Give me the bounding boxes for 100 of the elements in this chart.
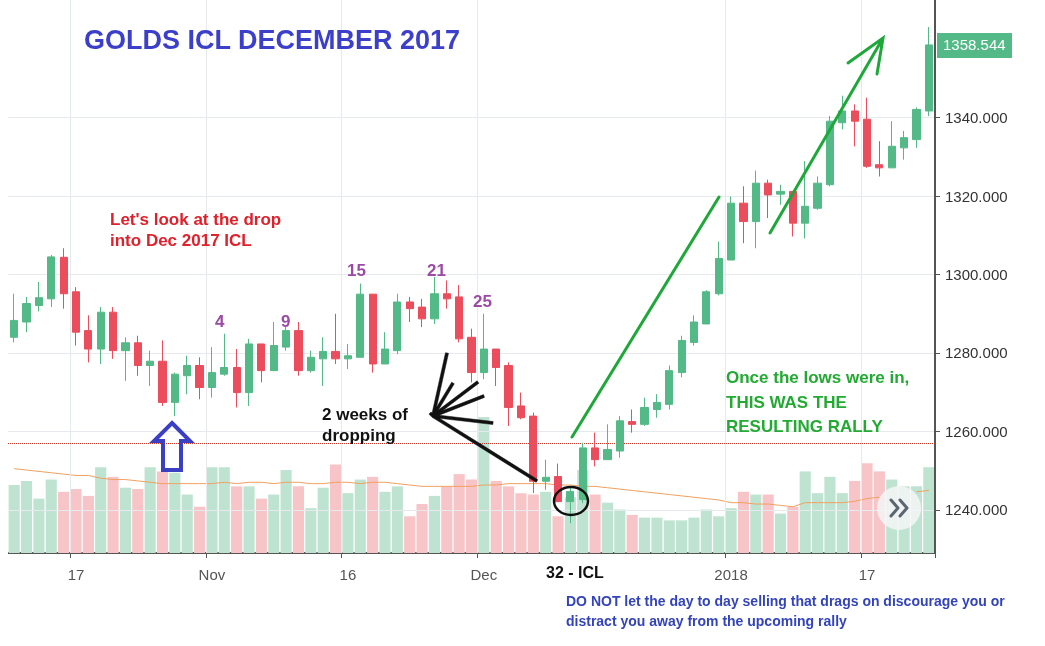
candlestick [158,339,167,407]
candlestick [245,338,253,407]
bar [280,470,292,553]
bar [58,491,70,553]
candlestick [72,286,80,347]
text: 32 - ICL [546,563,604,583]
candlestick [517,392,525,420]
candlestick [195,356,204,400]
candlestick [319,336,327,387]
candlestick [616,415,624,459]
candlestick [900,130,908,161]
bar [626,514,638,553]
candlestick [257,343,265,383]
candlestick [121,336,130,382]
bar [441,486,453,553]
candlestick [47,254,55,308]
candlestick [653,393,661,419]
candlestick [84,314,92,363]
y-tick-label: 1340.000 [945,109,1008,127]
bar [589,494,601,553]
candlestick [294,321,303,377]
bar [329,464,342,553]
candlestick [715,241,723,296]
x-tick-label: 17 [67,566,85,583]
y-tick-label: 1300.000 [945,266,1008,284]
bar [292,486,305,553]
candlestick [591,432,599,467]
annotation: 2 weeks of dropping [322,404,409,447]
bar [750,494,762,553]
candlestick [492,348,500,387]
candlestick [344,343,352,370]
bar [428,495,440,553]
candlestick [665,365,673,410]
bar [107,476,119,553]
candlestick [171,372,179,417]
candlestick [529,412,537,494]
candlestick [430,276,439,325]
candlestick [393,293,401,355]
candlestick [863,97,871,169]
candlestick [146,350,154,387]
text: 1358.544 [937,32,1012,58]
candlestick [369,293,377,374]
candlestick [467,328,476,383]
candlestick [233,348,241,408]
y-tick-label: 1240.000 [945,501,1008,519]
bar [169,472,181,553]
candlestick [282,325,290,352]
bar [367,476,379,553]
annotation: 21 [427,260,446,282]
candlestick [381,331,389,365]
bar [787,506,799,553]
candlestick [406,296,414,323]
annotation: 4 [215,311,225,333]
candlestick [851,103,859,147]
text: GOLDS ICL DECEMBER 2017 [84,24,461,57]
candlestick [35,281,43,312]
candlestick [690,314,698,347]
bar [268,494,280,553]
candlestick [640,397,649,427]
candlestick [22,296,31,333]
bar [231,486,243,553]
bar [156,471,169,553]
annotation: 25 [473,291,492,313]
candlestick [134,335,142,377]
candlestick [356,283,364,358]
candlestick [925,26,933,117]
candlestick [702,289,710,325]
x-tick-label: 17 [858,566,876,583]
candlestick [270,321,278,372]
candlestick [875,140,883,177]
annotation: Once the lows were in, THIS WAS THE RESULTING RALLY [726,367,911,439]
x-tick-label: Nov [198,566,226,583]
bar [45,479,57,553]
candlestick [97,306,105,365]
candlestick [752,170,760,249]
candlestick [220,333,228,377]
candlestick [418,298,426,328]
candlestick [443,279,451,310]
bar [552,516,564,553]
bar [194,506,206,553]
bar [354,479,366,553]
candlestick [678,335,686,378]
bar [540,491,552,553]
text: DO NOT let the day to day selling that drags on discourage you or distract you away from the upcoming rally [566,592,1006,632]
candlestick [542,459,550,491]
y-tick-label: 1280.000 [945,344,1008,362]
bar [181,494,193,553]
bar [144,467,156,553]
candlestick [739,185,748,244]
annotation: 15 [347,260,366,282]
candlestick [628,408,636,434]
candlestick [455,284,463,343]
bar [342,493,354,553]
annotation: Let's look at the drop into Dec 2017 ICL [110,209,283,252]
candlestick [480,313,488,380]
y-tick-label: 1320.000 [945,187,1008,205]
candlestick [183,355,191,395]
y-tick-label: 1260.000 [945,422,1008,440]
x-tick-label: Dec [470,566,498,583]
candlestick [776,184,785,206]
